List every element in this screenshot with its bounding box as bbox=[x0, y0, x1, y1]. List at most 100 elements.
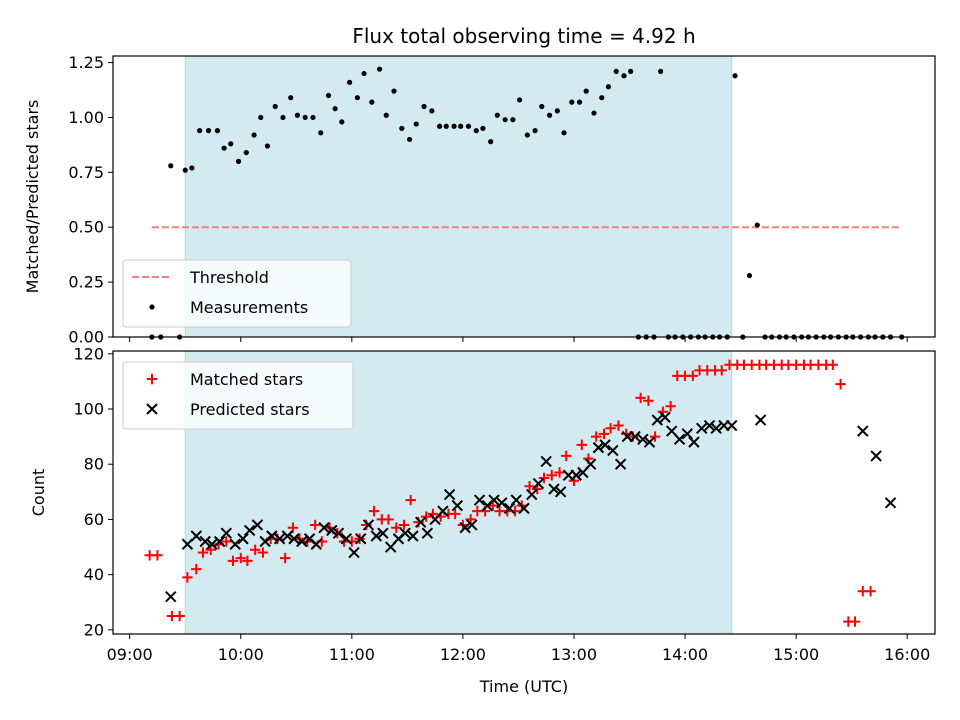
legend-predicted-swatch bbox=[146, 403, 158, 415]
matched-star-point bbox=[554, 467, 565, 478]
measurement-point bbox=[443, 123, 449, 129]
measurement-point bbox=[294, 112, 300, 118]
predicted-star-point bbox=[681, 428, 693, 440]
measurement-point bbox=[361, 70, 367, 77]
measurements-series bbox=[149, 66, 905, 340]
predicted-star-point bbox=[281, 530, 294, 542]
measurement-point bbox=[391, 88, 397, 94]
predicted-star-point bbox=[340, 533, 352, 545]
measurement-point bbox=[458, 123, 464, 129]
measurement-point bbox=[539, 103, 545, 110]
measurement-point bbox=[524, 132, 530, 138]
measurement-point bbox=[516, 97, 523, 103]
matched-star-point bbox=[827, 359, 839, 371]
predicted-star-point bbox=[459, 521, 471, 534]
legend-frame bbox=[122, 361, 354, 430]
x-tick-label: 12:00 bbox=[440, 645, 486, 664]
predicted-star-point bbox=[421, 527, 434, 539]
x-tick-label: 15:00 bbox=[773, 645, 819, 664]
predicted-star-point bbox=[857, 425, 869, 437]
matched-star-point bbox=[309, 519, 321, 531]
matched-star-point bbox=[449, 508, 461, 520]
predicted-star-point bbox=[614, 458, 627, 470]
ratio-axes-frame bbox=[112, 55, 936, 338]
predicted-star-point bbox=[296, 535, 308, 548]
measurement-point bbox=[480, 125, 486, 132]
predicted-star-point bbox=[213, 535, 226, 548]
predicted-star-point bbox=[518, 502, 530, 515]
x-tick-label: 13:00 bbox=[551, 645, 597, 664]
counts-y-ticks: 20 40 60 80 100 120 bbox=[73, 344, 113, 639]
predicted-star-point bbox=[637, 433, 649, 446]
predicted-star-point bbox=[190, 530, 203, 542]
ratio-x-ticks bbox=[129, 337, 908, 342]
matched-star-point bbox=[368, 505, 380, 517]
matched-star-point bbox=[221, 536, 232, 547]
legend-matched-swatch bbox=[146, 373, 158, 385]
predicted-star-point bbox=[584, 458, 597, 470]
matched-star-point bbox=[524, 481, 535, 492]
measurement-point bbox=[243, 149, 249, 156]
measurement-point bbox=[658, 68, 664, 74]
measurement-point bbox=[583, 88, 589, 94]
predicted-star-point bbox=[870, 450, 882, 462]
matched-star-point bbox=[643, 395, 654, 406]
x-tick-label: 14:00 bbox=[662, 645, 708, 664]
predicted-star-point bbox=[165, 591, 177, 603]
x-tick-label: 16:00 bbox=[884, 645, 930, 664]
predicted-star-point bbox=[673, 433, 686, 446]
matched-star-point bbox=[391, 522, 402, 533]
measurement-point bbox=[302, 114, 308, 121]
measurement-point bbox=[473, 128, 479, 134]
predicted-star-point bbox=[884, 497, 897, 509]
measurement-point bbox=[288, 95, 294, 101]
counts-panel: 20 40 60 80 100 120 09:00 10:00 11:00 12:00 13:00… bbox=[29, 344, 936, 664]
matched-star-point bbox=[279, 552, 291, 564]
y-tick-label: 0.75 bbox=[68, 163, 104, 182]
ratio-y-axis-label: Matched/Predicted stars bbox=[23, 100, 42, 294]
measurement-point bbox=[264, 143, 271, 149]
matched-star-point bbox=[227, 555, 239, 567]
y-tick-label: 20 bbox=[84, 620, 104, 639]
matched-star-point bbox=[546, 470, 557, 481]
counts-legend: Matched stars Predicted stars bbox=[122, 361, 354, 430]
measurement-point bbox=[347, 79, 353, 85]
measurement-point bbox=[399, 125, 405, 132]
measurement-point bbox=[451, 123, 457, 129]
matched-star-point bbox=[605, 423, 616, 434]
measurement-point bbox=[383, 112, 389, 118]
matched-star-point bbox=[561, 450, 572, 462]
y-tick-label: 60 bbox=[84, 510, 104, 529]
predicted-star-point bbox=[696, 422, 708, 435]
predicted-star-point bbox=[243, 524, 256, 537]
predicted-star-point bbox=[526, 488, 538, 501]
matched-star-point bbox=[152, 550, 163, 561]
measurement-point bbox=[621, 73, 627, 79]
measurement-point bbox=[258, 114, 264, 121]
measurement-point bbox=[272, 103, 278, 110]
measurement-point bbox=[189, 165, 195, 171]
matched-star-point bbox=[635, 392, 646, 404]
measurement-point bbox=[732, 73, 738, 79]
measurement-point bbox=[205, 128, 212, 134]
measurement-point bbox=[221, 145, 227, 151]
legend-matched-label: Matched stars bbox=[190, 370, 303, 389]
matched-star-point bbox=[257, 547, 269, 558]
measurement-point bbox=[413, 121, 419, 127]
predicted-star-point bbox=[592, 441, 605, 454]
measurement-point bbox=[561, 130, 567, 136]
measurement-point bbox=[599, 95, 605, 101]
measurement-point bbox=[510, 117, 516, 123]
measurement-point bbox=[182, 167, 188, 173]
measurement-point bbox=[488, 139, 494, 145]
measurement-point bbox=[502, 117, 508, 123]
measurement-point bbox=[436, 123, 443, 129]
matched-star-point bbox=[398, 519, 410, 531]
measurement-point bbox=[554, 108, 560, 114]
measurement-point bbox=[354, 95, 360, 101]
predicted-star-point bbox=[206, 538, 218, 550]
predicted-star-point bbox=[220, 527, 233, 539]
matched-star-point bbox=[849, 616, 861, 627]
predicted-star-point bbox=[496, 497, 508, 509]
